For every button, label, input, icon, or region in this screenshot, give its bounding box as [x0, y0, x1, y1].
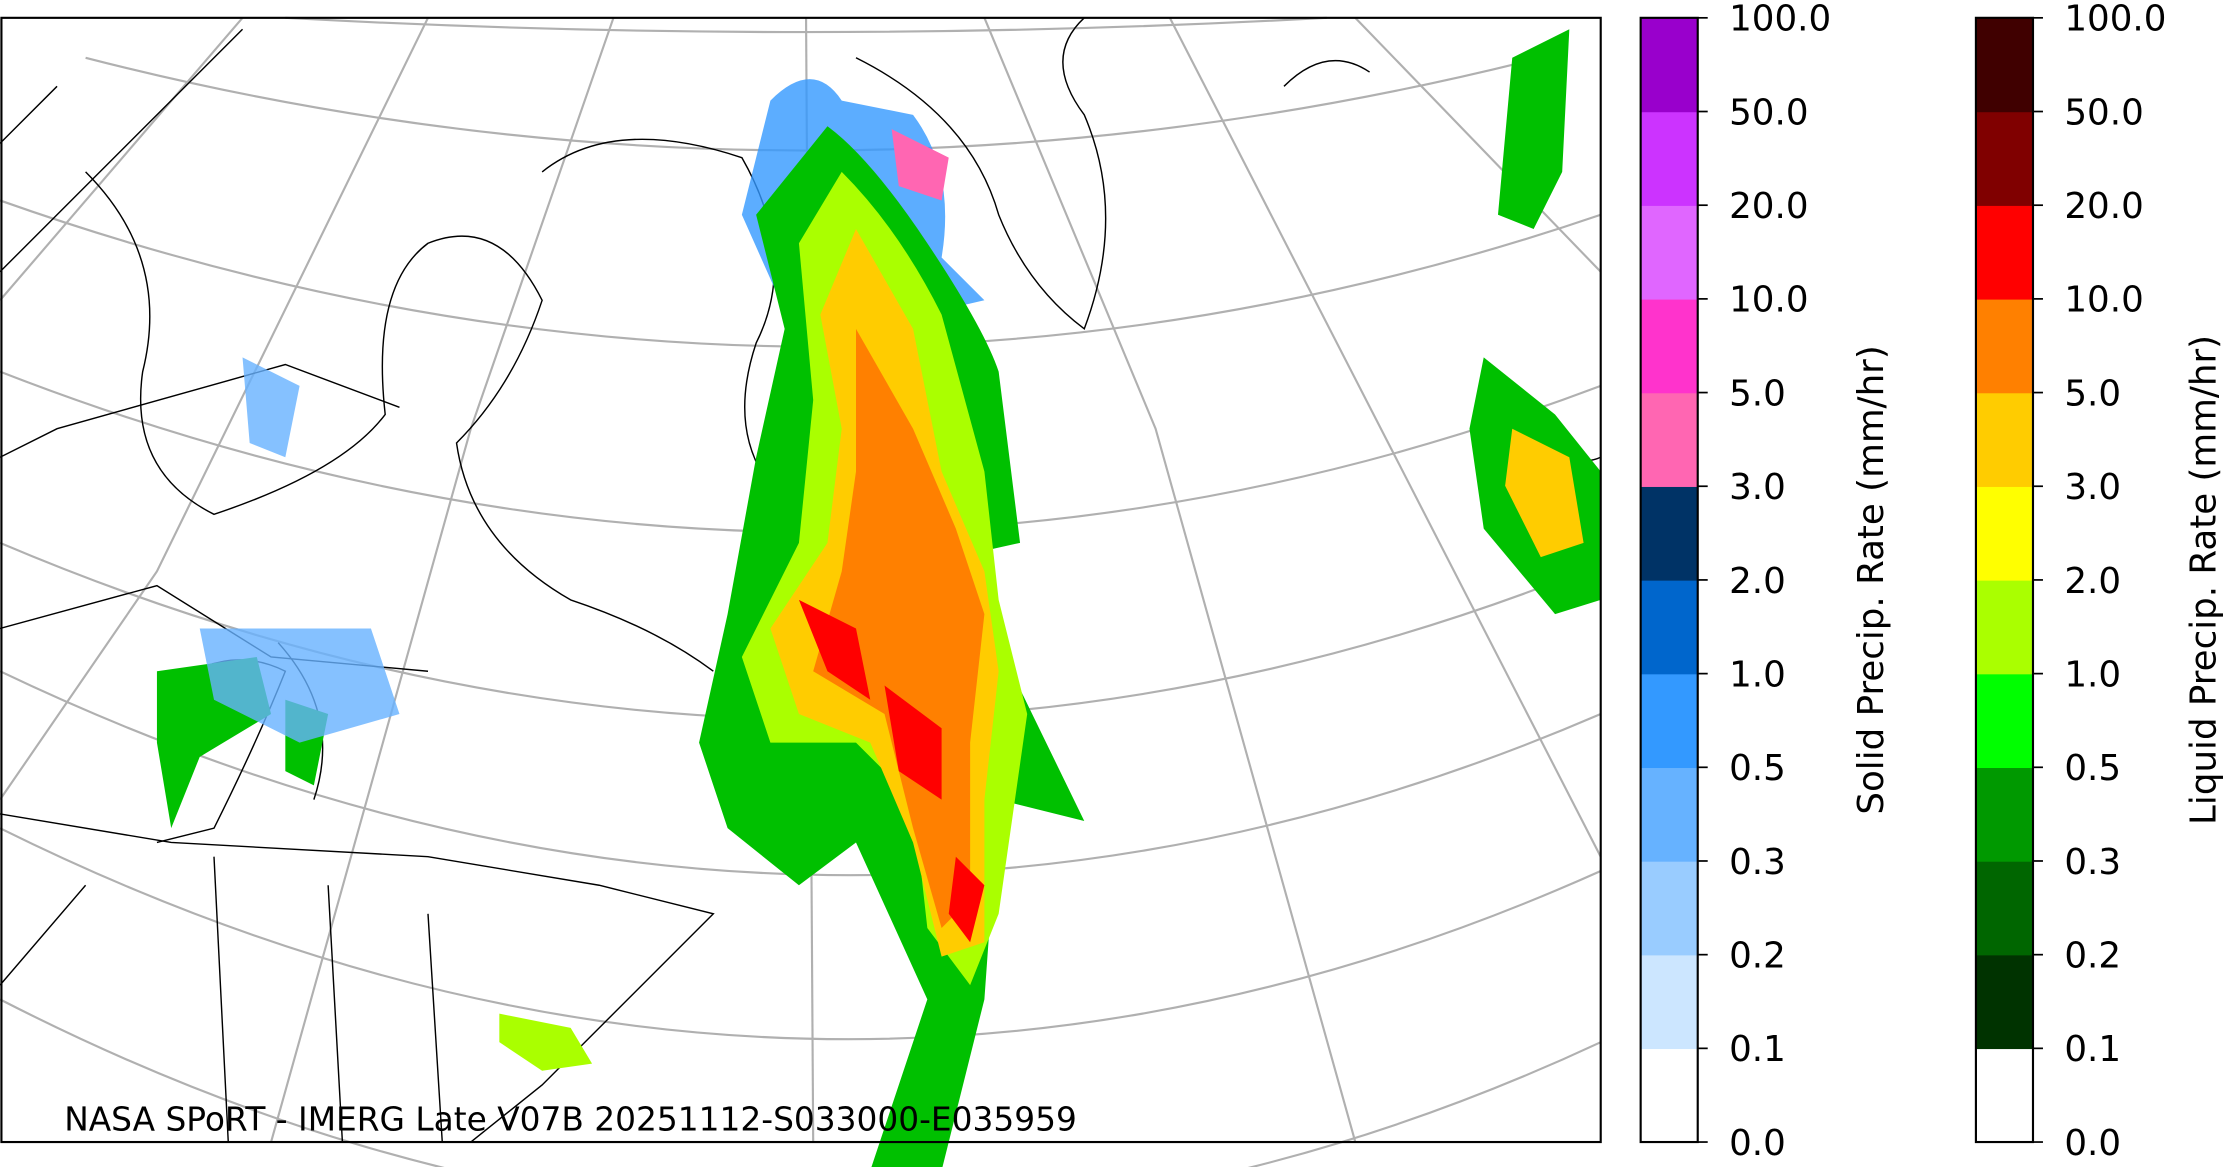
color-bin: [1975, 205, 2033, 300]
tick-label: 0.5: [1729, 748, 1786, 789]
color-bin: [1640, 17, 1698, 113]
tick-label: 0.1: [2064, 1029, 2121, 1070]
tick-label: 1.0: [1729, 654, 1786, 695]
tick-label: 0.0: [2064, 1123, 2121, 1164]
color-bin: [1975, 486, 2033, 581]
coastlines: [0, 17, 1602, 1143]
tick-label: 10.0: [2064, 280, 2143, 321]
tick-label: 100.0: [2064, 0, 2166, 40]
color-bin: [1640, 486, 1698, 581]
color-bin: [1640, 392, 1698, 487]
tick-label: 20.0: [2064, 186, 2143, 227]
color-bin: [1640, 673, 1698, 769]
tick-label: 3.0: [2064, 467, 2121, 508]
color-bin: [1640, 954, 1698, 1050]
footer: NASA SPoRT - IMERG Late V07B 20251112-S0…: [64, 1101, 1077, 1139]
tick-label: 20.0: [1729, 186, 1808, 227]
tick-label: 0.2: [1729, 936, 1786, 977]
tick-label: 0.2: [2064, 936, 2121, 977]
colorbar-label: Liquid Precip. Rate (mm/hr): [2184, 335, 2225, 825]
tick-label: 2.0: [1729, 561, 1786, 602]
tick-label: 100.0: [1729, 0, 1831, 40]
color-bin: [1975, 17, 2033, 113]
color-bin: [1975, 954, 2033, 1050]
color-bin: [1975, 860, 2033, 956]
color-bin: [1640, 205, 1698, 300]
tick-label: 10.0: [1729, 280, 1808, 321]
precipitation: [156, 29, 1601, 1167]
map-frame: [0, 16, 1602, 1144]
tick-label: 3.0: [1729, 467, 1786, 508]
tick-label: 50.0: [2064, 92, 2143, 133]
color-bin: [1975, 1048, 2033, 1143]
colorbar-label: Solid Precip. Rate (mm/hr): [1851, 345, 1892, 814]
color-bin: [1975, 767, 2033, 862]
color-bin: [1975, 673, 2033, 769]
tick-label: 0.3: [1729, 842, 1786, 883]
tick-label: 2.0: [2064, 561, 2121, 602]
color-bin: [1975, 111, 2033, 206]
tick-label: 5.0: [1729, 373, 1786, 414]
map: NASA SPoRT - IMERG Late V07B 20251112-S0…: [0, 16, 1602, 1167]
color-bin: [1975, 392, 2033, 487]
color-bin: [1640, 111, 1698, 206]
color-bin: [1640, 860, 1698, 956]
tick-label: 0.3: [2064, 842, 2121, 883]
color-bin: [1640, 767, 1698, 862]
color-bin: [1640, 1048, 1698, 1143]
tick-label: 1.0: [2064, 654, 2121, 695]
color-bin: [1975, 298, 2033, 394]
tick-label: 0.1: [1729, 1029, 1786, 1070]
tick-label: 50.0: [1729, 92, 1808, 133]
tick-label: 5.0: [2064, 373, 2121, 414]
color-bin: [1640, 579, 1698, 675]
tick-label: 0.5: [2064, 748, 2121, 789]
color-bin: [1640, 298, 1698, 394]
color-bin: [1975, 579, 2033, 675]
tick-label: 0.0: [1729, 1123, 1786, 1164]
